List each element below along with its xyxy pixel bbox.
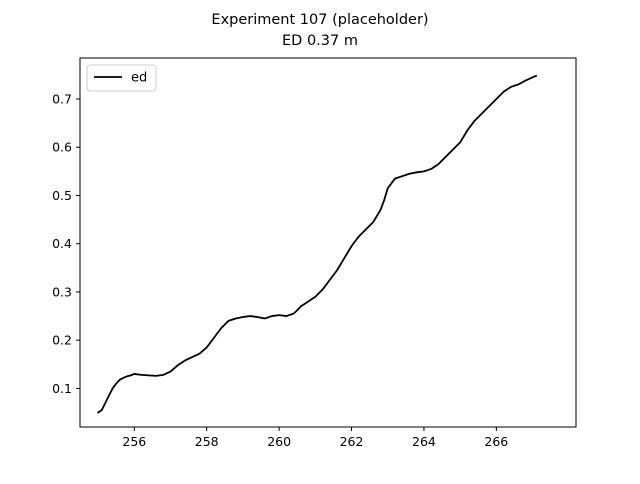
legend: ed [86,64,157,92]
x-tick-label: 260 [267,434,291,449]
y-tick-label: 0.2 [52,333,72,348]
y-tick-label: 0.3 [52,284,72,299]
legend-box [86,64,157,92]
series-layer [97,74,538,414]
plot-frame [79,57,577,428]
chart-title: Experiment 107 (placeholder) [211,12,428,28]
series-line-0 [97,74,538,414]
x-tick-label: 258 [195,434,219,449]
y-tick-label: 0.7 [52,92,72,107]
x-tick-label: 266 [484,434,508,449]
legend-label: ed [131,71,147,86]
y-tick-label: 0.6 [52,140,72,155]
y-tick-label: 0.5 [52,188,72,203]
y-axis: 0.1 0.2 0.3 0.4 0.5 0.6 0.7 [52,92,80,396]
chart-subtitle: ED 0.37 m [282,33,358,49]
x-tick-label: 256 [122,434,146,449]
x-axis: 256 258 260 262 264 266 [122,427,508,449]
y-tick-label: 0.1 [52,381,72,396]
x-tick-label: 262 [340,434,364,449]
y-tick-label: 0.4 [52,236,72,251]
x-tick-label: 264 [412,434,436,449]
